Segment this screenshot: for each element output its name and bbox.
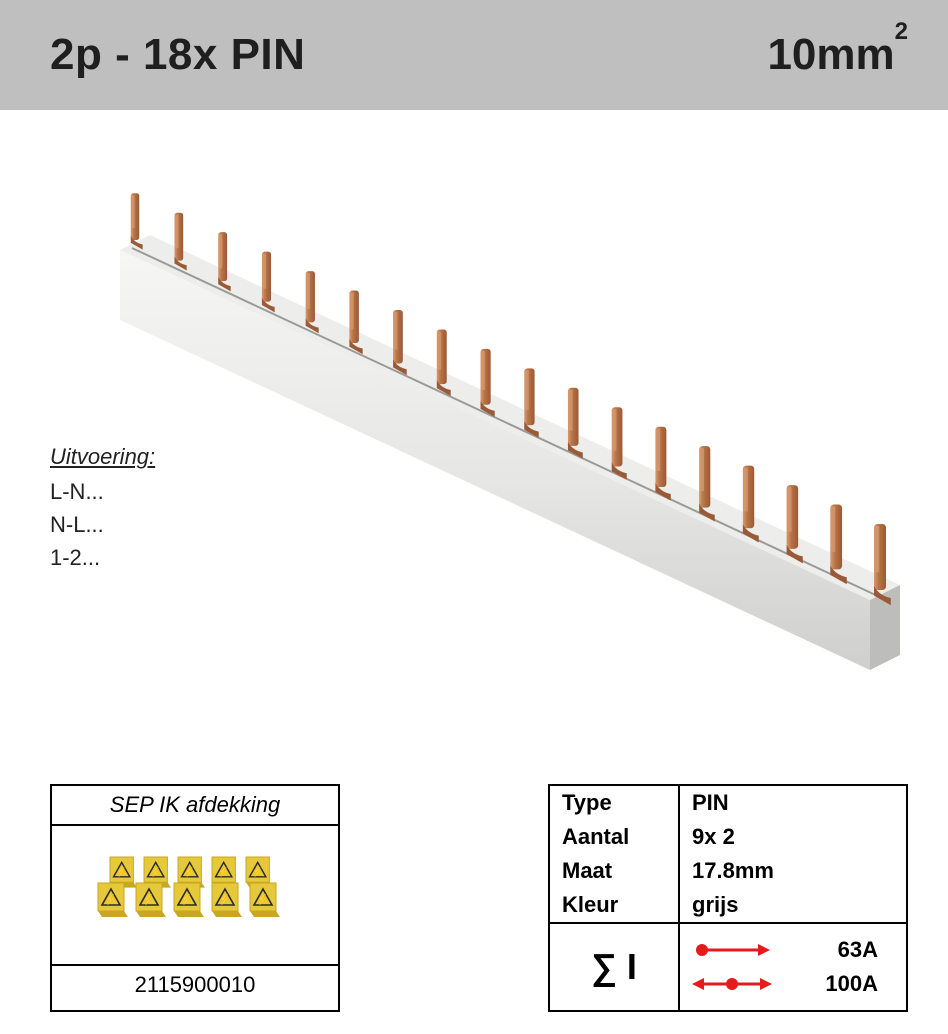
svg-text:⚡: ⚡ [218, 866, 229, 878]
accessory-box: SEP IK afdekking ⚡ ⚡ ⚡ ⚡ ⚡ ⚡ ⚡ ⚡ ⚡ ⚡ 2115900010 [50, 784, 340, 1012]
rating-line-double: 100A [692, 971, 894, 997]
sigma-label: ∑ I [550, 924, 680, 1010]
bottom-row: SEP IK afdekking ⚡ ⚡ ⚡ ⚡ ⚡ ⚡ ⚡ ⚡ ⚡ ⚡ 2115900010 T… [0, 784, 948, 1012]
svg-text:⚡: ⚡ [105, 893, 117, 906]
svg-text:⚡: ⚡ [252, 866, 263, 878]
header-bar: 2p - 18x PIN 10mm2 [0, 0, 948, 110]
svg-text:⚡: ⚡ [184, 866, 195, 878]
rating-row: ∑ I 63A 100 [550, 924, 906, 1010]
svg-text:⚡: ⚡ [150, 866, 161, 878]
product-illustration [100, 140, 920, 700]
rating-value: 100A [825, 971, 878, 997]
spec-value: grijs [680, 888, 906, 922]
spec-box: Type PIN Aantal 9x 2 Maat 17.8mm Kleur g… [548, 784, 908, 1012]
rating-line-single: 63A [692, 937, 894, 963]
accessory-image: ⚡ ⚡ ⚡ ⚡ ⚡ ⚡ ⚡ ⚡ ⚡ ⚡ [52, 826, 338, 966]
header-title-left: 2p - 18x PIN [50, 30, 305, 80]
svg-text:⚡: ⚡ [143, 893, 155, 906]
spec-label: Maat [550, 854, 680, 888]
spec-label: Type [550, 786, 680, 820]
arrow-single-icon [692, 941, 772, 959]
rating-value: 63A [838, 937, 878, 963]
spec-label: Aantal [550, 820, 680, 854]
spec-value: 17.8mm [680, 854, 906, 888]
arrow-double-icon [692, 975, 772, 993]
spec-grid: Type PIN Aantal 9x 2 Maat 17.8mm Kleur g… [550, 786, 906, 924]
spec-value: 9x 2 [680, 820, 906, 854]
svg-text:⚡: ⚡ [219, 893, 231, 906]
header-size-exp: 2 [895, 18, 908, 45]
spec-value: PIN [680, 786, 906, 820]
svg-text:⚡: ⚡ [116, 866, 127, 878]
rating-lines: 63A 100A [680, 924, 906, 1010]
svg-text:⚡: ⚡ [257, 893, 269, 906]
spec-label: Kleur [550, 888, 680, 922]
header-size-value: 10mm [767, 30, 894, 79]
svg-text:⚡: ⚡ [181, 893, 193, 906]
accessory-code: 2115900010 [52, 966, 338, 1004]
product-area: Uitvoering: L-N... N-L... 1-2... [0, 110, 948, 760]
accessory-title: SEP IK afdekking [52, 786, 338, 826]
header-title-right: 10mm2 [767, 30, 908, 80]
